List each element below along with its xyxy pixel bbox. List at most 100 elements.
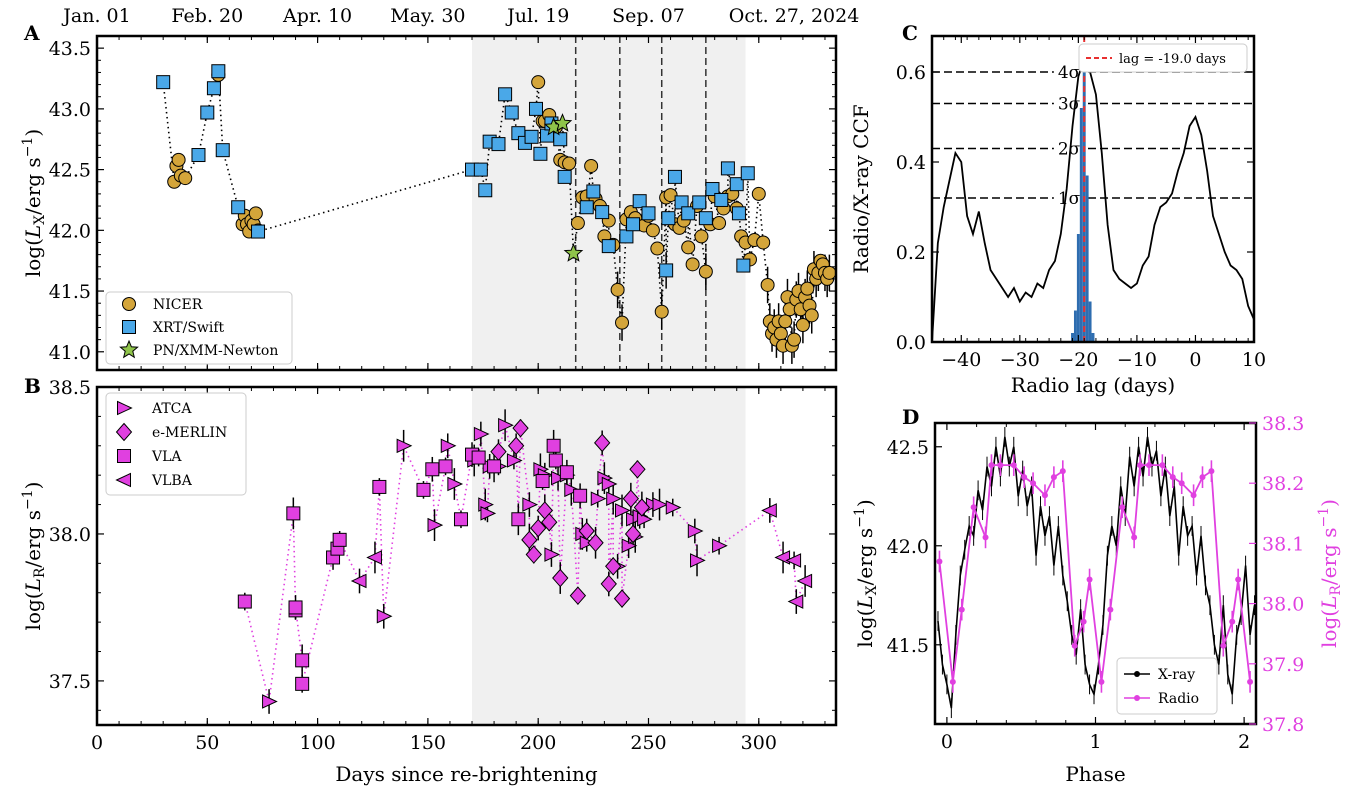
point-nicer [804, 308, 819, 323]
legend-marker [119, 339, 139, 359]
radio-point [1059, 468, 1066, 475]
panel-d-y-tick-label: 41.5 [887, 635, 929, 657]
point-nicer [584, 158, 599, 173]
point-xrt-swift [200, 105, 215, 120]
point-vla [471, 450, 486, 465]
panel-d-yr-tick-label: 38.0 [1262, 594, 1304, 616]
radio-point [1178, 480, 1185, 487]
point-e-merlin [600, 574, 617, 594]
legend-marker [117, 449, 131, 463]
panel-c-xlabel: Radio lag (days) [1011, 373, 1175, 397]
point-xrt-swift [681, 206, 696, 221]
legend-label: VLA [151, 449, 182, 465]
point-xrt-swift [601, 239, 616, 254]
panel-d-xlabel: Phase [1065, 762, 1125, 786]
panel-b-xlabel: Days since re-brightening [335, 762, 597, 786]
ccf-curve [931, 55, 1255, 343]
legend-marker [117, 400, 133, 416]
radio-point [1010, 462, 1017, 469]
histogram-bar [1088, 301, 1092, 342]
point-nicer [694, 229, 709, 244]
point-atca [427, 517, 444, 533]
panel-b-y-tick-label: 37.5 [49, 671, 91, 693]
panel-d-y-tick-label: 42.5 [887, 437, 929, 459]
point-xrt-swift [191, 148, 206, 163]
panel-c-y-tick-label: 0.2 [896, 242, 926, 264]
point-vla [372, 479, 387, 494]
point-atca [637, 511, 653, 527]
panel-d-y-tick-label: 42.0 [887, 536, 929, 558]
panel-a-y-tick-label: 42.0 [49, 220, 91, 242]
panel-b-x-tick-label: 50 [195, 732, 219, 754]
radio-curve [938, 464, 1251, 682]
point-atca [564, 482, 580, 498]
radio-point [1208, 468, 1215, 475]
point-xrt-swift [156, 75, 171, 90]
legend-label: ATCA [151, 401, 192, 417]
point-e-merlin [633, 498, 651, 517]
sigma-label: 4σ [1058, 63, 1081, 83]
point-atca [606, 491, 622, 506]
point-nicer [773, 326, 788, 341]
shaded-region [472, 387, 746, 725]
radio-point [1041, 492, 1048, 499]
panel-a-legend: NICER XRT/Swift PN/XMM-Newton [105, 291, 293, 365]
panel-d-ylabel: log(LX/erg s−1) [852, 499, 880, 647]
point-vla [573, 488, 588, 503]
point-xrt-swift [473, 162, 488, 177]
point-xrt-swift [740, 166, 755, 181]
point-nicer [178, 171, 193, 186]
panel-b-x-tick-label: 0 [91, 732, 103, 754]
point-nicer [610, 282, 625, 297]
panel-b-y-tick-label: 38.0 [49, 524, 91, 546]
point-xrt-swift [641, 206, 656, 221]
point-vla [288, 600, 303, 615]
point-nicer [681, 240, 696, 255]
panel-b-x-tick-label: 100 [299, 732, 335, 754]
radio-point [1119, 504, 1126, 511]
point-vlba [787, 594, 804, 609]
point-vla [546, 438, 561, 453]
panel-d-letter: D [902, 405, 919, 429]
radio-point [1098, 678, 1105, 685]
point-nicer [645, 223, 660, 238]
panel-a-letter: A [23, 21, 40, 45]
point-xrt-swift [206, 81, 221, 96]
point-e-merlin [530, 518, 547, 538]
panel-b-y-tick-label: 38.5 [49, 377, 91, 399]
point-xrt-swift [667, 169, 682, 184]
histogram-bar [1085, 175, 1089, 342]
legend-box [105, 392, 247, 496]
legend-box [1078, 43, 1248, 73]
radio-point [1199, 474, 1206, 481]
panel-c-x-tick-label: −40 [941, 349, 981, 371]
panel-b-x-tick-label: 300 [741, 732, 777, 754]
point-xrt-swift [705, 182, 720, 197]
point-nicer [751, 186, 766, 201]
point-atca [522, 497, 539, 512]
point-e-merlin [629, 460, 646, 479]
point-vlba [774, 550, 791, 565]
radio-point [1247, 678, 1254, 685]
legend-label: NICER [153, 297, 203, 313]
legend-label: e-MERLIN [152, 425, 227, 441]
point-atca [551, 470, 567, 486]
radio-point [958, 606, 965, 613]
point-e-merlin [512, 418, 529, 438]
radio-point [997, 462, 1004, 469]
point-nicer [712, 216, 727, 231]
point-atca [396, 438, 413, 454]
panel-d-legend: X-ray Radio [1116, 657, 1218, 715]
point-nicer [171, 152, 186, 167]
radio-point [1071, 642, 1078, 649]
sigma-label-bg [1053, 61, 1084, 81]
point-vlba [366, 550, 382, 565]
point-e-merlin [613, 589, 631, 608]
sigma-label: 3σ [1058, 95, 1081, 115]
point-xrt-swift [504, 105, 519, 120]
point-xrt-swift [586, 184, 601, 199]
radio-point [1086, 576, 1093, 583]
panel-c-x-tick-label: 0 [1189, 349, 1201, 371]
point-xrt-swift [692, 195, 707, 210]
panel-a-y-tick-label: 41.0 [49, 342, 91, 364]
